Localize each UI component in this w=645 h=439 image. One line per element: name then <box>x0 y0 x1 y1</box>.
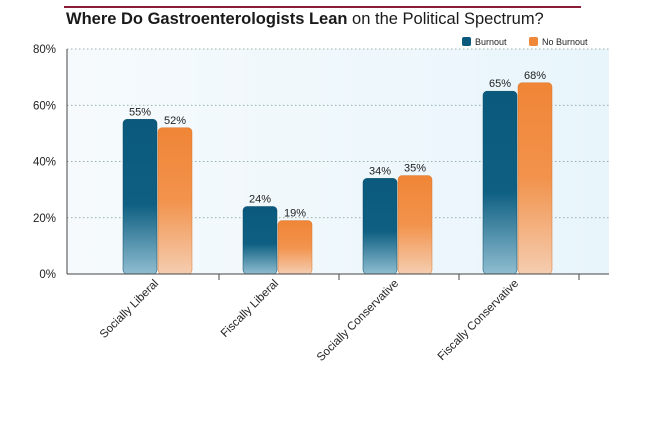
legend-label: No Burnout <box>542 37 588 47</box>
bar-burnout <box>362 178 398 275</box>
y-tick-label: 40% <box>33 157 56 169</box>
y-tick-label: 20% <box>33 213 56 225</box>
y-axis-ticks: 0% 20% 40% 60% 80% <box>33 44 56 281</box>
data-label: 24% <box>249 194 271 206</box>
x-tick-label: Socially Liberal <box>98 278 161 341</box>
bars: 55% 52% 24% 19% 34% 35% 65% 68% <box>122 70 553 275</box>
y-tick-label: 60% <box>33 100 56 112</box>
data-label: 34% <box>369 165 391 177</box>
data-label: 52% <box>164 115 186 127</box>
legend-swatch <box>462 37 471 46</box>
bar-burnout <box>482 90 518 275</box>
bar-burnout <box>242 206 278 275</box>
bar-burnout <box>122 119 158 275</box>
data-label: 19% <box>284 208 306 220</box>
bar-no-burnout <box>277 220 313 275</box>
data-label: 35% <box>404 163 426 175</box>
data-label: 55% <box>129 106 151 118</box>
bar-no-burnout <box>397 175 433 275</box>
chart-title-bold: Where Do Gastroenterologists Lean <box>66 10 348 28</box>
legend: Burnout No Burnout <box>462 37 588 47</box>
x-tick-label: Fiscally Liberal <box>219 278 281 340</box>
legend-label: Burnout <box>475 37 507 47</box>
bar-no-burnout <box>517 82 553 275</box>
chart-title-rest: on the Political Spectrum? <box>347 10 544 28</box>
y-tick-label: 0% <box>39 269 56 281</box>
data-label: 68% <box>524 70 546 82</box>
data-label: 65% <box>489 78 511 90</box>
bar-no-burnout <box>157 127 193 275</box>
legend-swatch <box>529 37 538 46</box>
title-rule <box>64 6 581 8</box>
chart-title: Where Do Gastroenterologists Lean on the… <box>66 10 544 29</box>
x-tick-label: Socially Conservative <box>315 278 401 364</box>
x-tick-label: Fiscally Conservative <box>436 278 521 363</box>
y-tick-label: 80% <box>33 44 56 56</box>
